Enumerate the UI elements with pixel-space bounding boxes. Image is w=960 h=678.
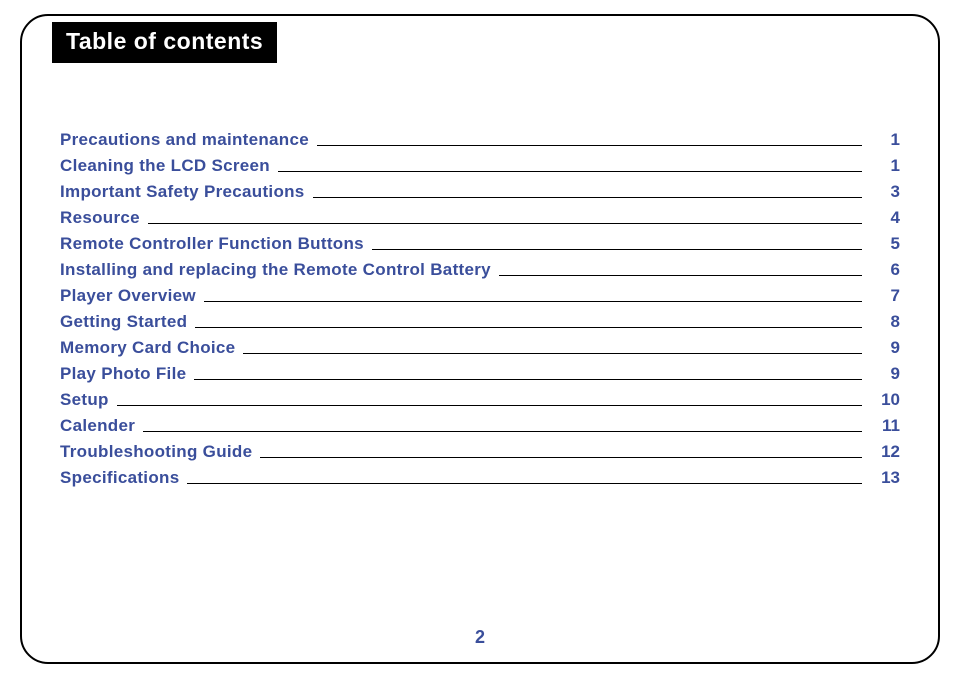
toc-leader-line (204, 301, 862, 302)
toc-page: 1 (868, 130, 900, 150)
toc-entry: Play Photo File 9 (60, 360, 900, 384)
toc-entry: Resource 4 (60, 204, 900, 228)
toc-leader-line (260, 457, 862, 458)
toc-entry: Memory Card Choice 9 (60, 334, 900, 358)
toc-leader-line (195, 327, 862, 328)
toc-page: 11 (868, 416, 900, 436)
toc-leader-line (194, 379, 862, 380)
toc-label: Important Safety Precautions (60, 182, 311, 202)
toc-label: Specifications (60, 468, 185, 488)
toc-leader-line (243, 353, 862, 354)
page-number: 2 (0, 627, 960, 648)
toc-entry: Cleaning the LCD Screen 1 (60, 152, 900, 176)
toc-page: 3 (868, 182, 900, 202)
toc-page: 7 (868, 286, 900, 306)
toc-page: 12 (868, 442, 900, 462)
toc-page: 1 (868, 156, 900, 176)
toc-title: Table of contents (52, 22, 277, 63)
toc-leader-line (317, 145, 862, 146)
toc-page: 5 (868, 234, 900, 254)
toc-entry: Specifications 13 (60, 464, 900, 488)
toc-page: 6 (868, 260, 900, 280)
toc-entry: Getting Started 8 (60, 308, 900, 332)
toc-list: Precautions and maintenance 1 Cleaning t… (60, 126, 900, 490)
toc-label: Installing and replacing the Remote Cont… (60, 260, 497, 280)
toc-page: 9 (868, 338, 900, 358)
toc-label: Precautions and maintenance (60, 130, 315, 150)
toc-entry: Setup 10 (60, 386, 900, 410)
toc-entry: Troubleshooting Guide 12 (60, 438, 900, 462)
toc-label: Calender (60, 416, 141, 436)
toc-leader-line (278, 171, 862, 172)
toc-entry: Important Safety Precautions 3 (60, 178, 900, 202)
toc-label: Play Photo File (60, 364, 192, 384)
toc-leader-line (499, 275, 862, 276)
toc-leader-line (148, 223, 862, 224)
toc-entry: Calender 11 (60, 412, 900, 436)
toc-page: 13 (868, 468, 900, 488)
toc-entry: Player Overview 7 (60, 282, 900, 306)
toc-leader-line (143, 431, 862, 432)
toc-label: Player Overview (60, 286, 202, 306)
toc-page: 10 (868, 390, 900, 410)
toc-entry: Precautions and maintenance 1 (60, 126, 900, 150)
toc-label: Troubleshooting Guide (60, 442, 258, 462)
toc-label: Remote Controller Function Buttons (60, 234, 370, 254)
toc-label: Resource (60, 208, 146, 228)
toc-entry: Installing and replacing the Remote Cont… (60, 256, 900, 280)
toc-label: Cleaning the LCD Screen (60, 156, 276, 176)
toc-label: Getting Started (60, 312, 193, 332)
toc-leader-line (372, 249, 862, 250)
toc-label: Setup (60, 390, 115, 410)
toc-page: 9 (868, 364, 900, 384)
toc-leader-line (117, 405, 862, 406)
page: Table of contents Precautions and mainte… (0, 0, 960, 678)
toc-leader-line (313, 197, 862, 198)
toc-label: Memory Card Choice (60, 338, 241, 358)
toc-leader-line (187, 483, 862, 484)
toc-page: 4 (868, 208, 900, 228)
toc-entry: Remote Controller Function Buttons 5 (60, 230, 900, 254)
toc-page: 8 (868, 312, 900, 332)
